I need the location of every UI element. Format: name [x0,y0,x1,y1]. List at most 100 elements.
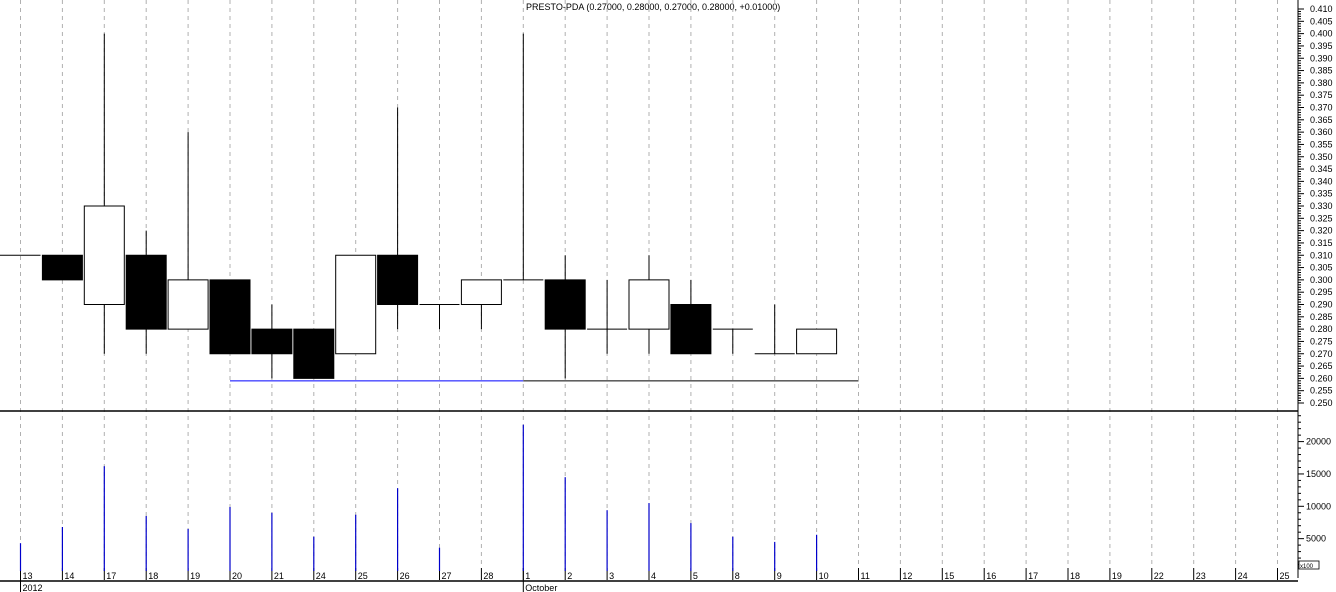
candle [587,279,628,354]
price-tick-label: 0.365 [1310,115,1333,125]
volume-tick-label: 15000 [1306,469,1331,479]
x-tick-label: 11 [861,571,870,581]
price-tick-label: 0.400 [1310,29,1333,39]
price-tick-label: 0.305 [1310,263,1333,273]
price-tick-label: 0.250 [1310,398,1333,408]
x-tick-label: 22 [1154,571,1164,581]
candle [209,279,251,355]
candle [167,132,209,330]
x-tick-label: 23 [1196,571,1206,581]
x-tick-label: 27 [442,571,452,581]
candle-body [335,254,377,355]
candle [251,304,293,379]
candle [419,304,460,330]
volume-unit-label: x100 [1300,564,1314,570]
candle-body [167,279,209,330]
period-label: October [525,583,557,592]
candle [83,33,125,354]
price-tick-label: 0.340 [1310,176,1333,186]
candle-body [125,254,167,330]
volume-tick-label: 5000 [1306,534,1326,544]
price-tick-label: 0.260 [1310,373,1333,383]
candle [544,255,586,379]
price-tick-label: 0.300 [1310,275,1333,285]
x-tick-label: 3 [609,571,614,581]
price-tick-label: 0.280 [1310,324,1333,334]
x-tick-label: 21 [274,571,284,581]
x-tick-label: 17 [106,571,116,581]
candle [628,255,670,354]
price-tick-label: 0.310 [1310,250,1333,260]
candle-body [377,254,419,305]
period-label: 2012 [23,583,43,592]
candle-body [670,304,712,355]
x-tick-label: 25 [1280,571,1290,581]
x-tick-label: 18 [148,571,158,581]
candle [712,328,753,354]
candle-body [544,279,586,330]
candle [754,304,795,355]
unit-box [1298,560,1320,570]
candle [41,254,83,281]
x-tick-label: 4 [651,571,656,581]
x-tick-label: 16 [986,571,996,581]
x-tick-label: 19 [1112,571,1122,581]
price-tick-label: 0.270 [1310,349,1333,359]
candle [460,279,502,330]
x-tick-label: 24 [1238,571,1248,581]
price-tick-label: 0.320 [1310,226,1333,236]
x-tick-label: 12 [902,571,912,581]
candle [293,328,335,379]
candle [335,254,377,355]
candle [670,279,712,355]
volume-tick-label: 10000 [1306,501,1331,511]
candle [125,230,167,354]
x-tick-label: 15 [944,571,954,581]
price-tick-label: 0.350 [1310,152,1333,162]
x-tick-label: 14 [64,571,74,581]
candle-body [251,328,293,355]
price-tick-label: 0.360 [1310,127,1333,137]
price-tick-label: 0.265 [1310,361,1333,371]
candle-body [460,279,502,305]
x-tick-label: 9 [777,571,782,581]
price-tick-label: 0.385 [1310,66,1333,76]
price-tick-label: 0.335 [1310,189,1333,199]
candle-body [293,328,335,379]
volume-tick-label: 20000 [1306,437,1331,447]
price-tick-label: 0.315 [1310,238,1333,248]
x-tick-label: 28 [483,571,493,581]
candle-body [796,328,838,355]
x-tick-label: 13 [23,571,33,581]
price-tick-label: 0.295 [1310,287,1333,297]
price-tick-label: 0.285 [1310,312,1333,322]
price-tick-label: 0.325 [1310,213,1333,223]
price-tick-label: 0.290 [1310,300,1333,310]
x-tick-label: 10 [819,571,829,581]
price-tick-label: 0.275 [1310,336,1333,346]
price-tick-label: 0.375 [1310,90,1333,100]
x-tick-label: 25 [358,571,368,581]
price-tick-label: 0.390 [1310,53,1333,63]
x-tick-label: 18 [1070,571,1080,581]
price-tick-label: 0.380 [1310,78,1333,88]
x-tick-label: 8 [735,571,740,581]
price-tick-label: 0.345 [1310,164,1333,174]
x-tick-label: 17 [1028,571,1038,581]
candle-body [209,279,251,355]
candle-body [83,205,125,305]
price-tick-label: 0.410 [1310,4,1333,14]
candle [503,33,544,281]
x-tick-label: 19 [190,571,200,581]
price-tick-label: 0.370 [1310,103,1333,113]
chart-title: PRESTO-PDA (0.27000, 0.28000, 0.27000, 0… [526,2,780,12]
x-tick-label: 26 [400,571,410,581]
candle [377,107,419,330]
price-tick-label: 0.395 [1310,41,1333,51]
x-tick-label: 2 [567,571,572,581]
price-tick-label: 0.405 [1310,16,1333,26]
price-tick-label: 0.330 [1310,201,1333,211]
candle-body [628,279,670,330]
price-tick-label: 0.255 [1310,386,1333,396]
